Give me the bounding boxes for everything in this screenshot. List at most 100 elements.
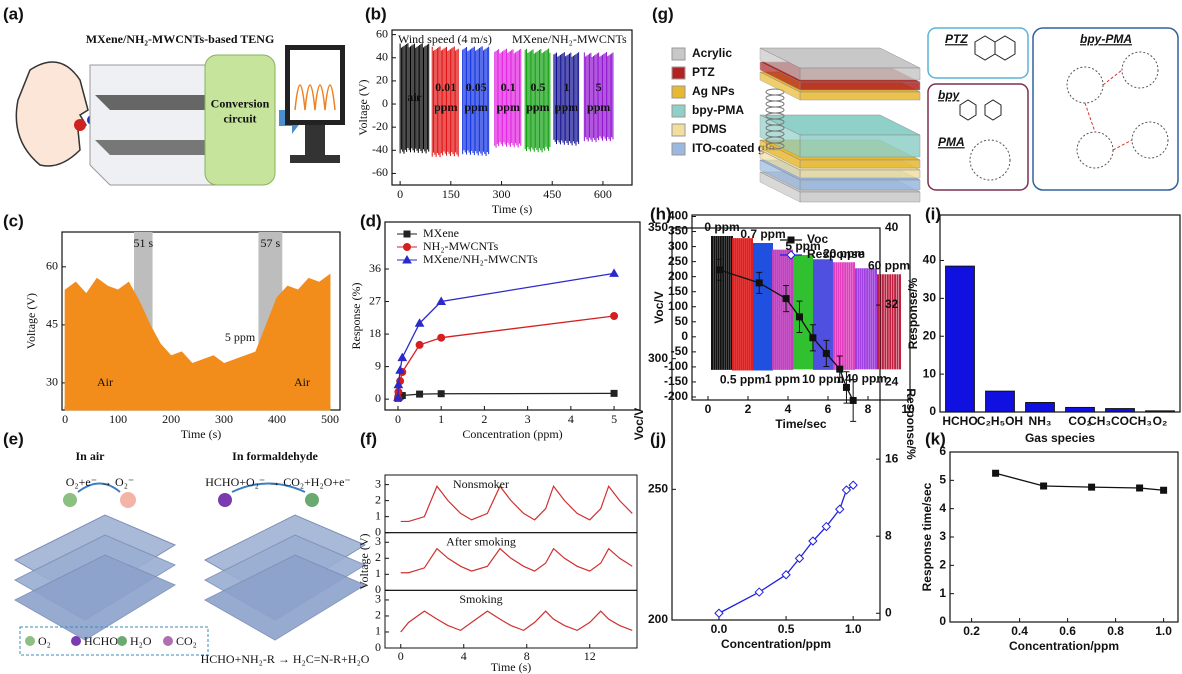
- annotation: Air: [97, 375, 113, 389]
- y-tick-label: 400: [668, 209, 688, 223]
- panel-label: (f): [360, 429, 377, 448]
- subplot-frame: [384, 474, 638, 534]
- bar: [1145, 410, 1175, 413]
- x-axis-label: Time (s): [181, 427, 222, 441]
- marker: [1088, 483, 1096, 491]
- spring: [765, 106, 785, 114]
- y-axis-label: Voc/V: [632, 408, 646, 440]
- x-axis-label: Gas species: [1025, 431, 1095, 445]
- signal-band: [494, 48, 522, 148]
- x-tick-label: 0: [705, 402, 712, 416]
- y-tick-label: 30: [923, 291, 937, 305]
- annotation: Air: [294, 375, 310, 389]
- band-label: air: [407, 90, 422, 104]
- marker: [609, 268, 619, 277]
- y-tick-label: 20: [923, 328, 937, 342]
- x-tick-label: 150: [442, 187, 460, 201]
- segment-label: 10 ppm: [802, 372, 844, 386]
- y-tick-label: 3: [375, 534, 381, 548]
- y-tick-label: 0: [939, 614, 946, 628]
- series-line: [400, 484, 633, 523]
- molecule: [120, 492, 136, 508]
- panel-label: (g): [652, 4, 674, 23]
- spike-group: [732, 238, 753, 371]
- screen-wave: [294, 84, 336, 111]
- x-axis-label: Concentration/ppm: [721, 637, 831, 651]
- marker: [822, 349, 830, 357]
- reaction: HCHO+NH₂-R → H₂C=N-R+H₂O: [201, 652, 370, 666]
- series-label: Smoking: [459, 592, 502, 606]
- chart: -200-150-100-500501001502002503003504000…: [652, 209, 915, 431]
- x-tick-label: 2: [745, 402, 752, 416]
- y-tick-label: 40: [923, 253, 937, 267]
- signal-band: [583, 52, 614, 143]
- x-tick-label: 8: [524, 649, 530, 663]
- legend-label: O₂: [38, 634, 51, 648]
- x-tick-label: 0: [62, 412, 68, 426]
- y-tick-label: 250: [648, 482, 668, 496]
- y-tick-label: 40: [376, 50, 388, 64]
- x-tick-label: 10: [901, 402, 915, 416]
- band-label: 1 ppm: [555, 80, 578, 114]
- legend-label: MXene/NH₂-MWCNTs: [423, 252, 538, 266]
- y-axis-label: Response (%): [349, 283, 363, 350]
- spike-group: [813, 259, 833, 370]
- y-tick-label: 300: [668, 239, 688, 253]
- layer-label: bpy-PMA: [692, 103, 744, 117]
- y-tick-label: -200: [664, 389, 688, 403]
- signal-band: [462, 46, 490, 156]
- marker: [437, 390, 445, 398]
- x-axis-label: Time/sec: [775, 417, 826, 431]
- x-tick-label: 4: [568, 412, 574, 426]
- marker: [992, 469, 1000, 477]
- dot: [74, 119, 86, 131]
- layer-swatch: [671, 85, 686, 99]
- marker: [821, 521, 832, 532]
- y-tick-label: 300: [648, 351, 668, 365]
- panel-label: (a): [3, 4, 24, 23]
- spike-group: [833, 262, 855, 370]
- marker: [393, 392, 403, 401]
- spring: [765, 142, 785, 150]
- series-label: Nonsmoker: [453, 477, 509, 491]
- monitor-stand: [305, 125, 325, 155]
- monitor-base: [290, 155, 340, 163]
- layer-front: [759, 149, 801, 179]
- panel-label: (e): [3, 429, 24, 448]
- y-tick-label: 1: [375, 566, 381, 580]
- molecule-sketch: [974, 35, 1016, 61]
- y-tick-label: 60: [376, 26, 388, 40]
- sheets-right: [203, 482, 367, 641]
- band-label: 0.01 ppm: [434, 80, 457, 114]
- y-tick-label: 2: [939, 558, 946, 572]
- legend-label: H₂O: [130, 634, 152, 648]
- panel-label: (c): [3, 211, 24, 230]
- y-tick-label: 1: [375, 624, 381, 638]
- x-tick-label: 200: [162, 412, 180, 426]
- y-tick-label: 4: [939, 501, 946, 515]
- layer-front: [759, 171, 801, 203]
- layer-swatch: [671, 66, 686, 80]
- x-tick-label: 12: [584, 649, 596, 663]
- layer-label: Ag NPs: [692, 84, 735, 98]
- y-tick-label: 45: [46, 317, 58, 331]
- y-axis-label: Voltage (V): [356, 79, 370, 135]
- y-tick-label: 20: [376, 73, 388, 87]
- x-tick-label: 600: [594, 187, 612, 201]
- marker: [849, 396, 857, 404]
- marker: [395, 365, 405, 374]
- structure-box: [927, 83, 1029, 191]
- y-tick-label: 200: [668, 269, 688, 283]
- series-line: [397, 392, 615, 399]
- y-tick-label: 250: [668, 254, 688, 268]
- marker: [795, 313, 803, 321]
- legend-label: HCHO: [84, 634, 118, 648]
- y-tick-label: 0: [375, 582, 381, 596]
- y2-axis-label: Response/%: [904, 388, 918, 460]
- y-tick-label: 18: [369, 326, 381, 340]
- annotation: MXene/NH₂-MWCNTs: [512, 32, 627, 46]
- signal-band: [431, 46, 459, 158]
- y-tick-label: 0: [681, 329, 688, 343]
- x-tick-label: NH₃: [1029, 414, 1052, 428]
